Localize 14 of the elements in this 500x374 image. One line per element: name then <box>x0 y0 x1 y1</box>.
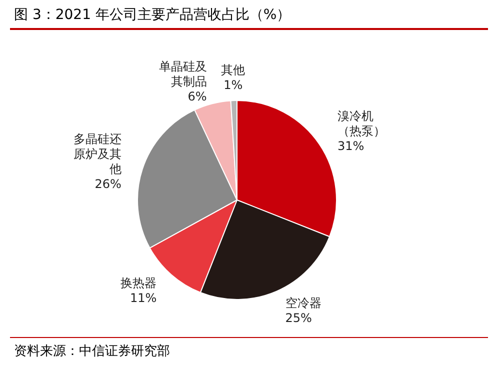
slice-label: 换热器 <box>120 276 157 290</box>
slice-label: 单晶硅及其制品 <box>158 59 207 88</box>
slice-label: 溴冷机（热泵） <box>337 108 386 138</box>
slice-label: 多晶硅还原炉及其他 <box>73 132 122 176</box>
data-label: 25% <box>285 311 312 326</box>
slice-label: 空冷器 <box>285 296 322 310</box>
slice-label: 其他 <box>221 63 246 78</box>
data-label: 26% <box>94 177 122 192</box>
text: 资料来源：中信证券研究部 <box>14 343 170 360</box>
data-label: 6% <box>188 89 207 104</box>
data-label: 1% <box>224 78 243 92</box>
data-label: 31% <box>337 138 364 153</box>
chart-title: 图 3：2021 年公司主要产品营收占比（%） <box>14 6 291 24</box>
data-label: 11% <box>130 290 157 305</box>
